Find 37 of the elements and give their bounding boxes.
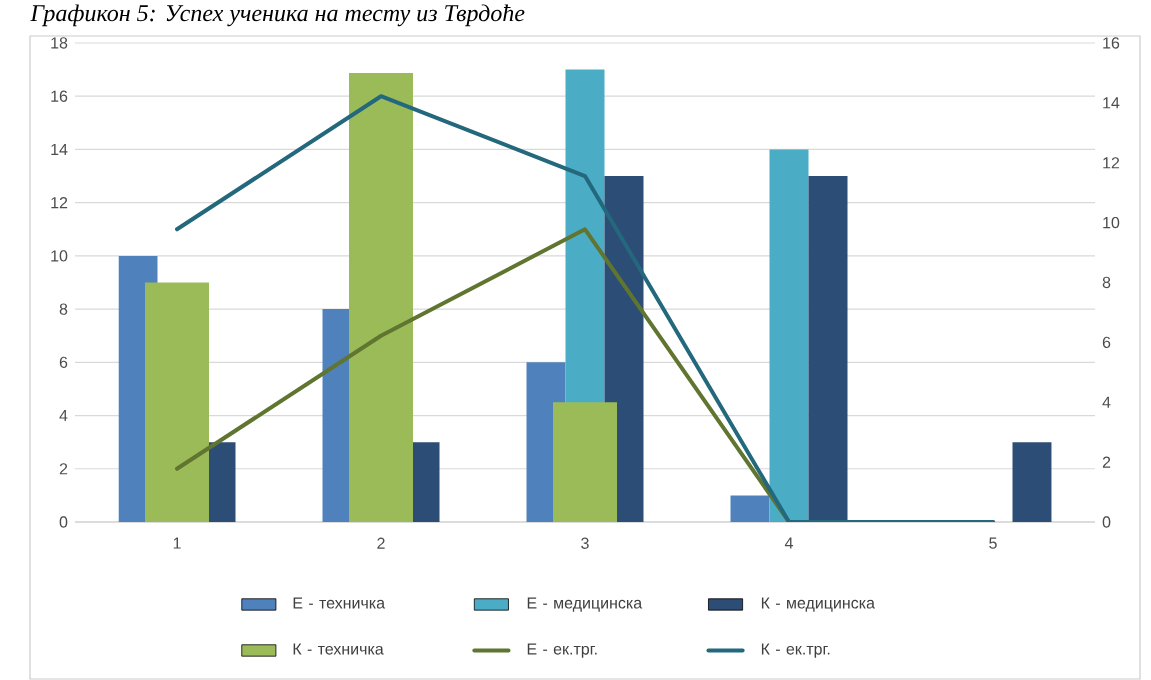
- y-tick-label: 10: [51, 250, 68, 262]
- y-tick-label: 0: [59, 516, 68, 528]
- y-tick-label: 8: [59, 303, 68, 315]
- y2-tick-label: 0: [1102, 516, 1111, 528]
- x-tick-label: 3: [581, 537, 589, 549]
- y-tick-label: 6: [59, 356, 68, 368]
- legend-label: Е - медицинска: [527, 597, 643, 612]
- legend-label: Е - техничка: [293, 597, 386, 609]
- y2-tick-label: 4: [1102, 396, 1111, 408]
- x-tick-label: 4: [784, 537, 793, 549]
- x-tick-label: 5: [989, 537, 997, 549]
- bar: [769, 149, 809, 522]
- legend-label: К - техничка: [293, 643, 384, 655]
- bar: [349, 72, 413, 522]
- y2-tick-label: 8: [1102, 276, 1111, 289]
- chart-title: Графикон 5: Успех ученика на тесту из Тврдоће: [30, 4, 525, 27]
- line-series: [175, 94, 995, 522]
- y-tick-label: 2: [59, 463, 68, 475]
- y-tick-label: 4: [59, 410, 68, 422]
- y2-tick-label: 6: [1102, 336, 1111, 349]
- y2-tick-label: 2: [1102, 456, 1111, 468]
- bar: [808, 176, 848, 522]
- y-tick-label: 18: [51, 37, 68, 49]
- y-tick-label: 12: [51, 197, 68, 209]
- y2-tick-label: 10: [1103, 216, 1120, 229]
- legend-label: Е - ек.трг.: [527, 643, 597, 658]
- x-tick-label: 1: [173, 537, 181, 549]
- y-tick-label: 16: [51, 90, 68, 102]
- bar: [1012, 442, 1052, 522]
- x-tick-label: 2: [377, 537, 385, 549]
- y2-tick-label: 16: [1103, 37, 1120, 49]
- y-tick-label: 14: [51, 143, 68, 155]
- y2-tick-label: 14: [1103, 97, 1120, 109]
- legend-label: К - медицинска: [761, 597, 875, 612]
- y2-tick-label: 12: [1103, 157, 1120, 169]
- bar: [730, 495, 770, 522]
- legend-label: К - ек.трг.: [761, 643, 830, 658]
